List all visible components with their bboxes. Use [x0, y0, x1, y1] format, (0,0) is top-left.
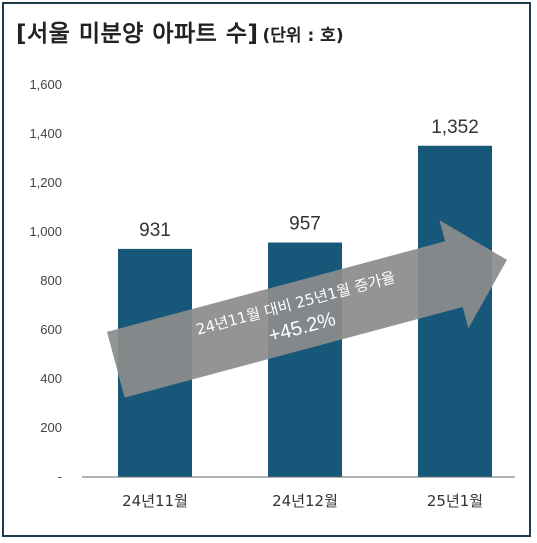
chart-title-block: [서울 미분양 아파트 수] (단위 : 호): [16, 14, 344, 48]
bar-value-label: 957: [289, 214, 321, 235]
y-tick-label: 1,400: [29, 126, 62, 141]
y-tick-label: 1,200: [29, 175, 62, 190]
data-labels: 931 957 1,352: [139, 117, 479, 241]
y-tick-label: 1,000: [29, 224, 62, 239]
y-tick-label: 400: [40, 371, 62, 386]
y-tick-label: -: [58, 469, 62, 484]
bar-value-label: 931: [139, 220, 171, 241]
growth-arrow-shape: [107, 220, 507, 398]
y-tick-label: 800: [40, 273, 62, 288]
chart-title: [서울 미분양 아파트 수]: [16, 21, 259, 47]
x-category-label: 25년1월: [427, 492, 483, 510]
x-category-label: 24년11월: [122, 492, 188, 510]
y-axis: - 200 400 600 800 1,000 1,200 1,400 1,600: [29, 77, 62, 484]
y-tick-label: 600: [40, 322, 62, 337]
unit-label: (단위 : 호): [262, 26, 344, 46]
x-axis: 24년11월 24년12월 25년1월: [122, 492, 483, 510]
bars: [118, 145, 492, 477]
bar-value-label: 1,352: [431, 117, 479, 138]
y-tick-label: 200: [40, 420, 62, 435]
y-tick-label: 1,600: [29, 77, 62, 92]
x-category-label: 24년12월: [272, 492, 338, 510]
